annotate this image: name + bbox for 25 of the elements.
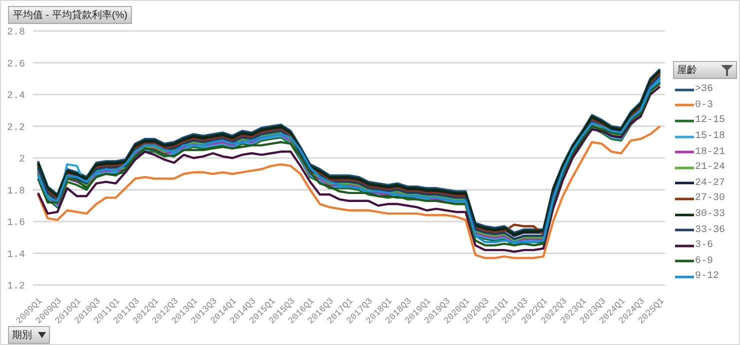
- legend-label: 30-33: [695, 209, 726, 220]
- legend-label: >36: [695, 84, 714, 96]
- legend-label: 9-12: [695, 271, 720, 282]
- legend-label: 27-30: [695, 193, 726, 204]
- legend-title: 屋齡: [677, 64, 697, 77]
- y-tick-label: 2.4: [6, 91, 25, 102]
- y-tick-label: 2.2: [6, 122, 25, 134]
- y-axis-title: 平均值 - 平均貸款利率(%): [8, 6, 132, 24]
- legend-label: 15-18: [695, 131, 726, 142]
- x-axis-title: 期別: [12, 328, 32, 342]
- y-tick-label: 2.6: [6, 59, 25, 70]
- legend-label: 3-6: [695, 240, 714, 252]
- y-tick-label: 2.8: [6, 28, 25, 39]
- y-tick-label: 1.8: [6, 186, 25, 198]
- y-tick-label: 1.4: [6, 250, 25, 261]
- legend-label: 24-27: [695, 178, 726, 189]
- legend-label: 6-9: [695, 256, 714, 267]
- y-tick-label: 2: [18, 154, 25, 166]
- legend-label: 0-3: [695, 100, 714, 111]
- legend-label: 33-36: [695, 224, 726, 236]
- legend-label: 21-24: [695, 162, 726, 174]
- y-tick-label: 1.6: [6, 218, 25, 230]
- legend-label: 12-15: [695, 115, 726, 126]
- legend-label: 18-21: [695, 146, 726, 158]
- y-tick-label: 1.2: [6, 282, 25, 293]
